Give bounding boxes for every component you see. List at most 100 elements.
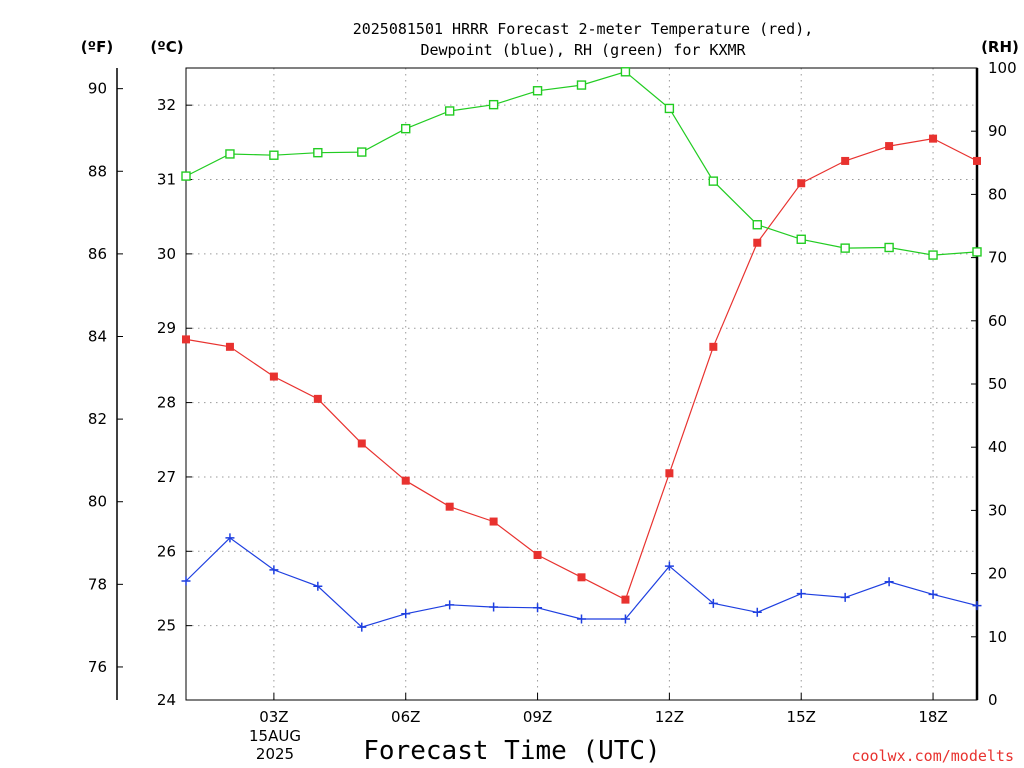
rh-tick-label: 0 bbox=[988, 691, 998, 709]
time-tick-label: 03Z bbox=[259, 708, 288, 726]
rh-point bbox=[532, 86, 543, 96]
rh-point bbox=[181, 171, 191, 181]
rh-point bbox=[357, 147, 367, 157]
dewpoint-point bbox=[269, 565, 279, 575]
celsius-tick-label: 31 bbox=[157, 171, 176, 189]
dewpoint-point bbox=[489, 602, 499, 612]
rh-point bbox=[752, 220, 762, 230]
celsius-tick-label: 26 bbox=[157, 542, 176, 560]
temperature-point bbox=[577, 573, 586, 582]
fahrenheit-tick-label: 90 bbox=[88, 80, 107, 98]
temperature-point bbox=[269, 372, 278, 381]
series-layer bbox=[181, 67, 982, 632]
time-tick-label: 12Z bbox=[655, 708, 684, 726]
dewpoint-series bbox=[181, 533, 982, 632]
rh-point bbox=[401, 123, 411, 134]
credit-label: coolwx.com/modelts bbox=[851, 747, 1014, 765]
celsius-tick-label: 25 bbox=[157, 617, 176, 635]
dewpoint-point bbox=[445, 600, 455, 610]
rh-point bbox=[840, 243, 850, 253]
time-axis-ticks: 03Z 06Z 09Z 12Z 15Z 18Z bbox=[259, 693, 948, 726]
dewpoint-point bbox=[664, 561, 674, 571]
rh-point bbox=[313, 147, 323, 158]
fahrenheit-tick-label: 82 bbox=[88, 410, 107, 428]
rh-tick-label: 80 bbox=[988, 185, 1007, 203]
temperature-point bbox=[401, 476, 410, 485]
celsius-tick-label: 29 bbox=[157, 319, 176, 337]
chart-title-line-1: 2025081501 HRRR Forecast 2-meter Tempera… bbox=[353, 20, 814, 38]
temperature-point bbox=[709, 342, 718, 351]
rh-point bbox=[928, 250, 938, 260]
dewpoint-point bbox=[752, 607, 762, 617]
rh-tick-label: 60 bbox=[988, 312, 1007, 330]
temperature-point bbox=[885, 142, 894, 151]
dewpoint-point bbox=[796, 589, 806, 599]
celsius-axis-ticks: 24 25 26 27 28 29 30 31 32 bbox=[157, 96, 192, 709]
temperature-point bbox=[929, 134, 938, 143]
rh-point bbox=[664, 103, 675, 114]
rh-tick-label: 20 bbox=[988, 565, 1007, 583]
time-tick-label: 09Z bbox=[523, 708, 552, 726]
celsius-tick-label: 24 bbox=[157, 691, 176, 709]
rh-point bbox=[796, 234, 806, 244]
celsius-tick-label: 27 bbox=[157, 468, 176, 486]
dewpoint-point bbox=[533, 603, 543, 613]
temperature-point bbox=[797, 179, 806, 188]
fahrenheit-axis-unit: (ºF) bbox=[81, 38, 113, 56]
rh-tick-label: 50 bbox=[988, 375, 1007, 393]
temperature-point bbox=[665, 469, 674, 478]
fahrenheit-tick-label: 88 bbox=[88, 162, 107, 180]
rh-series bbox=[181, 67, 982, 260]
rh-tick-label: 70 bbox=[988, 249, 1007, 267]
grid-lines bbox=[186, 68, 977, 700]
temperature-point bbox=[313, 394, 322, 403]
time-tick-label: 18Z bbox=[918, 708, 947, 726]
rh-tick-label: 40 bbox=[988, 438, 1007, 456]
rh-point bbox=[708, 176, 719, 186]
rh-tick-label: 30 bbox=[988, 501, 1007, 519]
dewpoint-point bbox=[181, 576, 191, 586]
rh-point bbox=[576, 80, 587, 90]
fahrenheit-axis-ticks: 76 78 80 82 84 86 88 90 bbox=[88, 80, 123, 676]
fahrenheit-tick-label: 86 bbox=[88, 245, 107, 263]
rh-axis-unit: (RH) bbox=[981, 38, 1019, 56]
rh-tick-label: 90 bbox=[988, 122, 1007, 140]
time-tick-label: 06Z bbox=[391, 708, 420, 726]
celsius-axis-unit: (ºC) bbox=[150, 38, 183, 56]
temperature-point bbox=[182, 335, 190, 344]
dewpoint-point bbox=[840, 592, 850, 602]
dewpoint-point bbox=[401, 609, 411, 619]
dewpoint-point bbox=[708, 598, 718, 608]
fahrenheit-tick-label: 76 bbox=[88, 658, 107, 676]
dewpoint-point bbox=[313, 581, 323, 591]
temperature-point bbox=[621, 595, 630, 604]
rh-point bbox=[225, 149, 235, 159]
dewpoint-point bbox=[225, 533, 235, 543]
temperature-point bbox=[225, 342, 234, 351]
fahrenheit-tick-label: 80 bbox=[88, 493, 107, 511]
rh-point bbox=[620, 67, 631, 77]
x-axis-title: Forecast Time (UTC) bbox=[363, 736, 660, 766]
dewpoint-point bbox=[577, 614, 586, 624]
plot-frame bbox=[185, 67, 978, 701]
fahrenheit-tick-label: 78 bbox=[88, 575, 107, 593]
rh-line bbox=[185, 71, 978, 256]
dewpoint-point bbox=[884, 577, 894, 587]
temperature-series bbox=[182, 134, 981, 604]
chart-title: 2025081501 HRRR Forecast 2-meter Tempera… bbox=[353, 20, 814, 59]
rh-point bbox=[444, 106, 455, 116]
temperature-line bbox=[185, 137, 978, 601]
rh-tick-label: 10 bbox=[988, 628, 1007, 646]
rh-point bbox=[488, 99, 499, 110]
fahrenheit-tick-label: 84 bbox=[88, 327, 107, 345]
chart-title-line-2: Dewpoint (blue), RH (green) for KXMR bbox=[420, 41, 746, 59]
temperature-point bbox=[973, 156, 981, 165]
celsius-tick-label: 28 bbox=[157, 394, 176, 412]
temperature-point bbox=[533, 551, 542, 560]
date-label-day: 15AUG bbox=[249, 727, 301, 745]
rh-point bbox=[884, 242, 894, 253]
celsius-tick-label: 32 bbox=[157, 96, 176, 114]
temperature-point bbox=[841, 156, 850, 165]
temperature-point bbox=[489, 517, 498, 526]
